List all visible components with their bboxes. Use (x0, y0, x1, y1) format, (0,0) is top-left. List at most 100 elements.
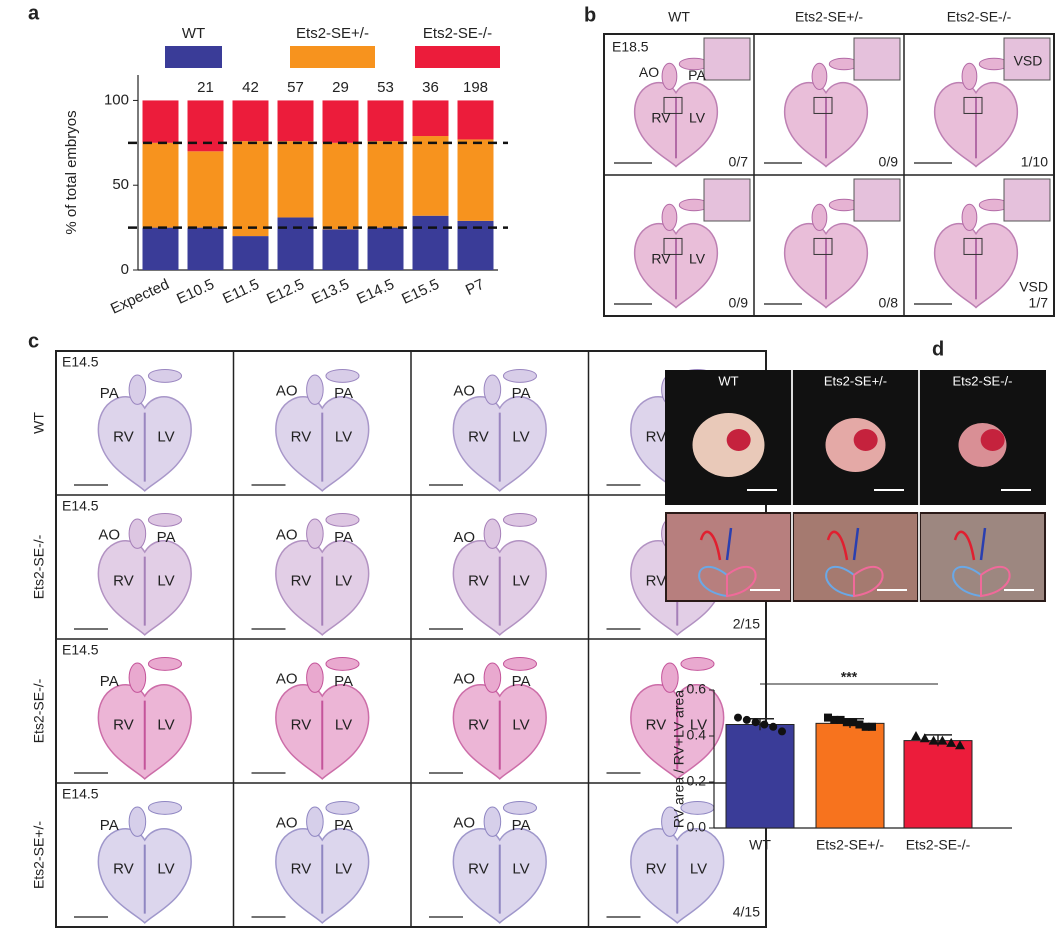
column-label: Ets2-SE+/- (795, 9, 863, 25)
anatomy-label: PA (100, 817, 119, 834)
data-point (751, 718, 760, 727)
bar (725, 724, 795, 829)
total-label: 53 (377, 79, 394, 96)
vessel (325, 512, 360, 527)
total-label: 42 (242, 79, 259, 96)
anatomy-label: RV (646, 716, 667, 733)
anatomy-label: AO (276, 382, 298, 399)
bar-segment (277, 217, 314, 270)
vessel (661, 662, 679, 693)
legend-label: Ets2-SE+/- (296, 25, 369, 42)
anatomy-label: RV (291, 860, 312, 877)
vessel (502, 800, 538, 815)
anatomy-label: LV (157, 860, 174, 877)
bar-segment (412, 136, 449, 216)
ratio: 2/15 (733, 616, 760, 632)
anatomy-label: RV (113, 716, 134, 733)
data-point (855, 720, 864, 729)
vessel (661, 203, 678, 231)
photo-label: Ets2-SE-/- (953, 373, 1013, 388)
anatomy-label: LV (689, 250, 706, 266)
bar-segment (367, 227, 404, 270)
anatomy-label: RV (651, 250, 671, 266)
ratio-prefix: VSD (1019, 279, 1048, 295)
vessel (128, 518, 147, 549)
bar-segment (322, 100, 359, 143)
bar-segment (142, 100, 179, 143)
panel-letter: b (584, 4, 596, 26)
anatomy-label: PA (334, 817, 353, 834)
data-point (919, 733, 930, 743)
anatomy-label: LV (512, 860, 529, 877)
x-tick-label: E12.5 (264, 276, 307, 308)
anatomy-label: LV (689, 109, 706, 125)
embryo-heart (853, 429, 878, 451)
anatomy-label: LV (335, 428, 352, 445)
panel-letter: d (932, 338, 944, 360)
anatomy-label: RV (468, 860, 489, 877)
data-point (734, 713, 742, 722)
x-tick-label: E14.5 (354, 276, 397, 308)
total-label: 198 (463, 79, 488, 96)
row-label: Ets2-SE-/- (31, 534, 47, 599)
vessel (483, 518, 502, 549)
data-point (824, 713, 832, 722)
ratio: 0/9 (879, 154, 899, 170)
anatomy-label: RV (113, 572, 134, 589)
vessel (661, 806, 679, 837)
y-tick-label: 0.4 (687, 727, 707, 743)
data-point (830, 715, 839, 724)
total-label: 36 (422, 79, 439, 96)
anatomy-label: PA (157, 529, 176, 546)
zoom-box (963, 96, 983, 114)
photo-label: WT (718, 373, 738, 388)
vessel (128, 374, 147, 405)
anatomy-label: RV (291, 428, 312, 445)
inset-label: VSD (1014, 53, 1043, 69)
stage-label: E18.5 (612, 39, 649, 55)
y-tick-label: 0.2 (687, 773, 707, 789)
vessel (811, 62, 828, 90)
ventricle-outline (853, 565, 884, 598)
vessel (502, 656, 538, 671)
anatomy-label: LV (157, 428, 174, 445)
legend-label: Ets2-SE-/- (423, 25, 492, 42)
stage-label: E14.5 (62, 642, 99, 658)
anatomy-label: LV (157, 572, 174, 589)
anatomy-label: LV (335, 860, 352, 877)
data-point (868, 722, 876, 731)
photo-label: Ets2-SE+/- (824, 373, 887, 388)
anatomy-label: RV (646, 428, 667, 445)
ratio: 1/7 (1029, 295, 1049, 311)
y-tick-label: 50 (112, 176, 129, 193)
anatomy-label: RV (113, 860, 134, 877)
vessel (306, 662, 324, 693)
x-tick-label: E15.5 (399, 276, 442, 308)
vessel (483, 806, 502, 837)
vessel (961, 62, 978, 90)
anatomy-label: PA (512, 673, 531, 690)
bar-segment (457, 220, 494, 270)
row-label: Ets2-SE-/- (31, 678, 47, 743)
data-point (946, 737, 957, 747)
data-point (861, 722, 870, 731)
anatomy-label: RV (646, 860, 667, 877)
data-point (911, 731, 921, 740)
vessel (483, 374, 502, 405)
anatomy-label: PA (100, 385, 119, 402)
anatomy-label: PA (688, 67, 706, 83)
anatomy-label: LV (512, 716, 529, 733)
anatomy-label: AO (453, 670, 475, 687)
inset (853, 178, 901, 222)
bar-segment (322, 229, 359, 270)
y-tick-label: 0.6 (687, 681, 707, 697)
y-axis-label: RV area / RV+LV area (671, 690, 687, 828)
bar-segment (367, 100, 404, 142)
embryo-heart (980, 429, 1005, 451)
zoom-box (813, 96, 833, 114)
bar-segment (367, 141, 404, 228)
anatomy-label: AO (639, 64, 659, 80)
vessel (128, 662, 147, 693)
vessel (502, 368, 538, 383)
